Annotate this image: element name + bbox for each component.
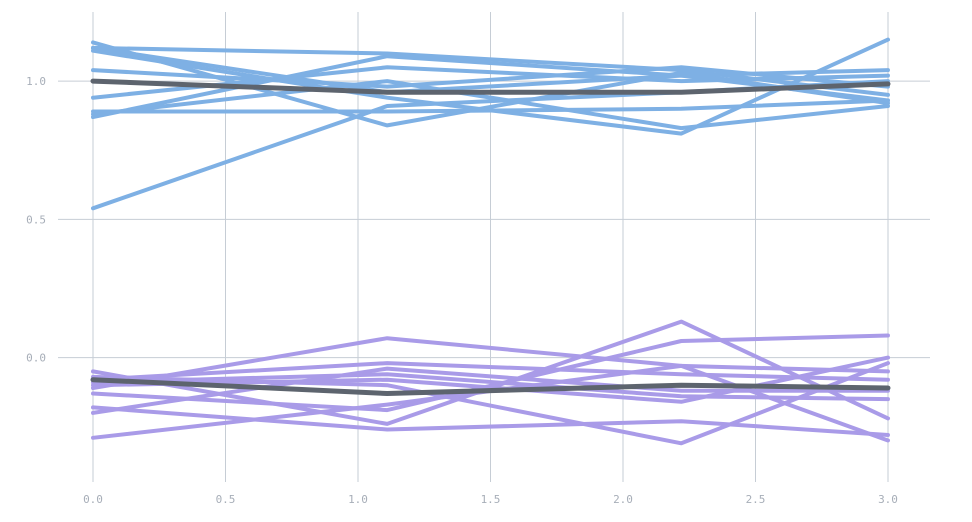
series-line (91, 372, 890, 402)
y-tick-label: 1.0 (26, 75, 46, 88)
x-tick-label: 0.5 (216, 493, 236, 506)
mean-line (90, 377, 891, 396)
series-line (91, 65, 890, 100)
series-line (91, 79, 890, 131)
series-line (91, 98, 890, 114)
x-tick-label: 2.5 (746, 493, 766, 506)
y-tick-label: 0.0 (26, 352, 46, 365)
x-tick-label: 1.0 (348, 493, 368, 506)
series-line (91, 361, 890, 382)
mean-line (90, 78, 891, 95)
mean-lines (90, 78, 891, 396)
x-tick-label: 0.0 (83, 493, 103, 506)
series-line (91, 366, 890, 415)
y-axis-tick-labels: 0.0 0.5 1.0 (26, 75, 46, 364)
x-tick-label: 2.0 (613, 493, 633, 506)
x-tick-label: 3.0 (878, 493, 898, 506)
series-line (91, 361, 890, 446)
y-tick-label: 0.5 (26, 213, 46, 226)
series-line (91, 45, 890, 97)
x-axis-tick-labels: 0.0 0.5 1.0 1.5 2.0 2.5 3.0 (83, 493, 898, 506)
series-line (91, 45, 890, 95)
series-line (91, 405, 890, 437)
series-line (91, 333, 890, 413)
x-tick-label: 1.5 (481, 493, 501, 506)
